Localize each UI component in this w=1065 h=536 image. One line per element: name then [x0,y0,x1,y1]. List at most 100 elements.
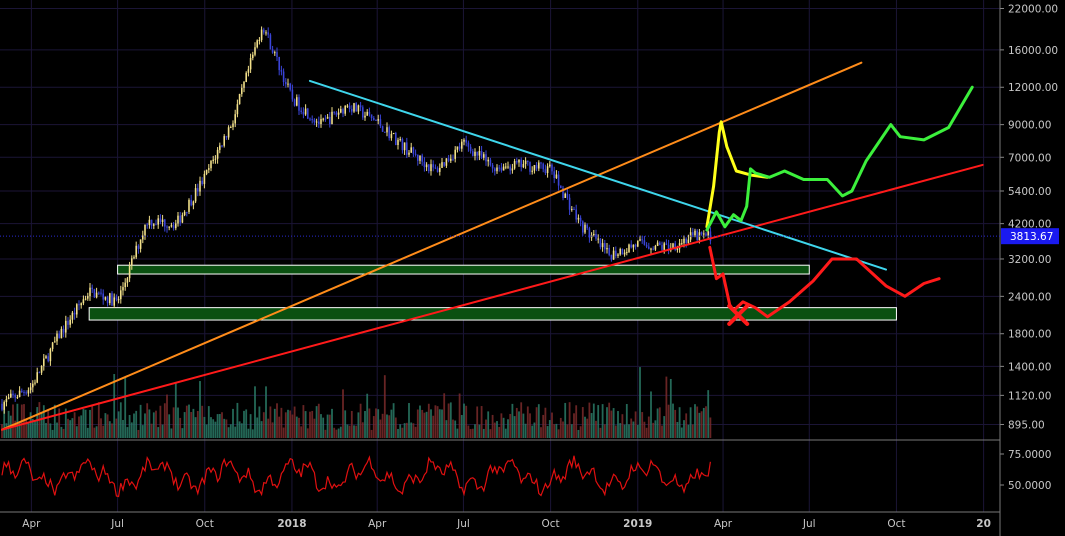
candle-body [511,168,514,171]
red-x-marker [727,303,750,326]
volume-bar [665,376,668,438]
volume-bar [282,427,285,438]
candle-body [384,131,386,133]
volume-bar [390,409,393,438]
candle-body [639,239,641,241]
volume-bar [108,421,111,438]
candle-body [208,168,210,170]
candle-body [285,82,287,85]
volume-bar [163,403,166,438]
volume-bar [339,426,342,438]
volume-bar [93,427,96,438]
volume-bar [568,402,571,438]
candle-body [355,103,357,112]
candle-body [164,219,166,227]
volume-bar [47,409,50,438]
candle-body [56,333,58,342]
volume-bar [284,412,287,438]
volume-bar [262,412,265,438]
candle-body [32,383,34,388]
volume-bar [689,407,692,438]
candle-body [529,162,531,172]
candle-body [243,81,245,88]
volume-bar [518,411,520,438]
candle-body [181,215,184,223]
volume-bar [414,426,417,438]
volume-bar [337,428,340,438]
candle-body [282,71,285,83]
volume-bar [60,426,63,438]
volume-bar [658,407,661,438]
volume-bar [566,424,569,438]
candle-body [522,164,525,168]
time-axis-label: Apr [714,518,733,530]
volume-bar [152,412,155,438]
candle-body [296,97,298,106]
volume-bar [507,419,509,438]
volume-bar [573,413,575,438]
volume-bar [606,407,608,438]
volume-bar [49,423,52,438]
volume-bar [603,424,606,438]
volume-bar [449,402,452,438]
candle-body [146,224,148,226]
candle-body [489,159,492,165]
candle-body [645,244,648,247]
candle-body [606,247,608,250]
candle-body [674,243,676,250]
candle-body [25,392,27,394]
candle-body [452,158,454,160]
volume-bar [628,424,630,438]
volume-bar [691,424,694,438]
candle-body [45,356,47,359]
candle-body [5,399,8,403]
volume-bar [291,414,294,438]
volume-bar [663,416,666,438]
candle-body [421,155,423,162]
volume-bar [535,407,538,438]
volume-bar [181,428,184,438]
volume-bar [302,405,305,438]
volume-bar [249,414,252,438]
volume-bar [247,428,250,438]
candle-body [128,265,131,279]
candle-body [159,218,162,222]
candle-body [630,244,632,248]
volume-bar [196,411,199,438]
volume-bar [119,402,122,438]
volume-bar [700,411,703,438]
candle-body [568,197,571,210]
candle-body [150,219,153,226]
candle-body [461,141,463,149]
candle-body [445,158,448,166]
oscillator-axis-label: 50.0000 [1008,480,1051,492]
candle-body [183,211,186,216]
candle-body [256,40,258,48]
candle-body [604,243,606,250]
candle-body [667,244,670,251]
trendline-drawings[interactable] [1,61,984,431]
candle-body [575,209,577,220]
candle-body [447,158,450,161]
volume-bar [531,425,534,438]
volume-bar [652,422,655,438]
candle-body [311,119,313,121]
candle-body [507,166,509,168]
candle-body [236,104,239,115]
candle-body [51,342,54,349]
support-zones[interactable] [88,264,897,321]
volume-bars [1,367,712,438]
volume-bar [240,423,243,438]
candle-body [412,147,415,154]
volume-bar [214,421,217,438]
volume-bar [447,403,450,438]
candle-body [276,52,278,57]
candle-body [584,224,586,233]
candle-body [692,232,694,236]
green-scenario-path [705,85,974,232]
candle-body [432,164,434,168]
candle-body [696,230,698,241]
candle-body [142,235,144,240]
volume-bar [124,377,127,438]
